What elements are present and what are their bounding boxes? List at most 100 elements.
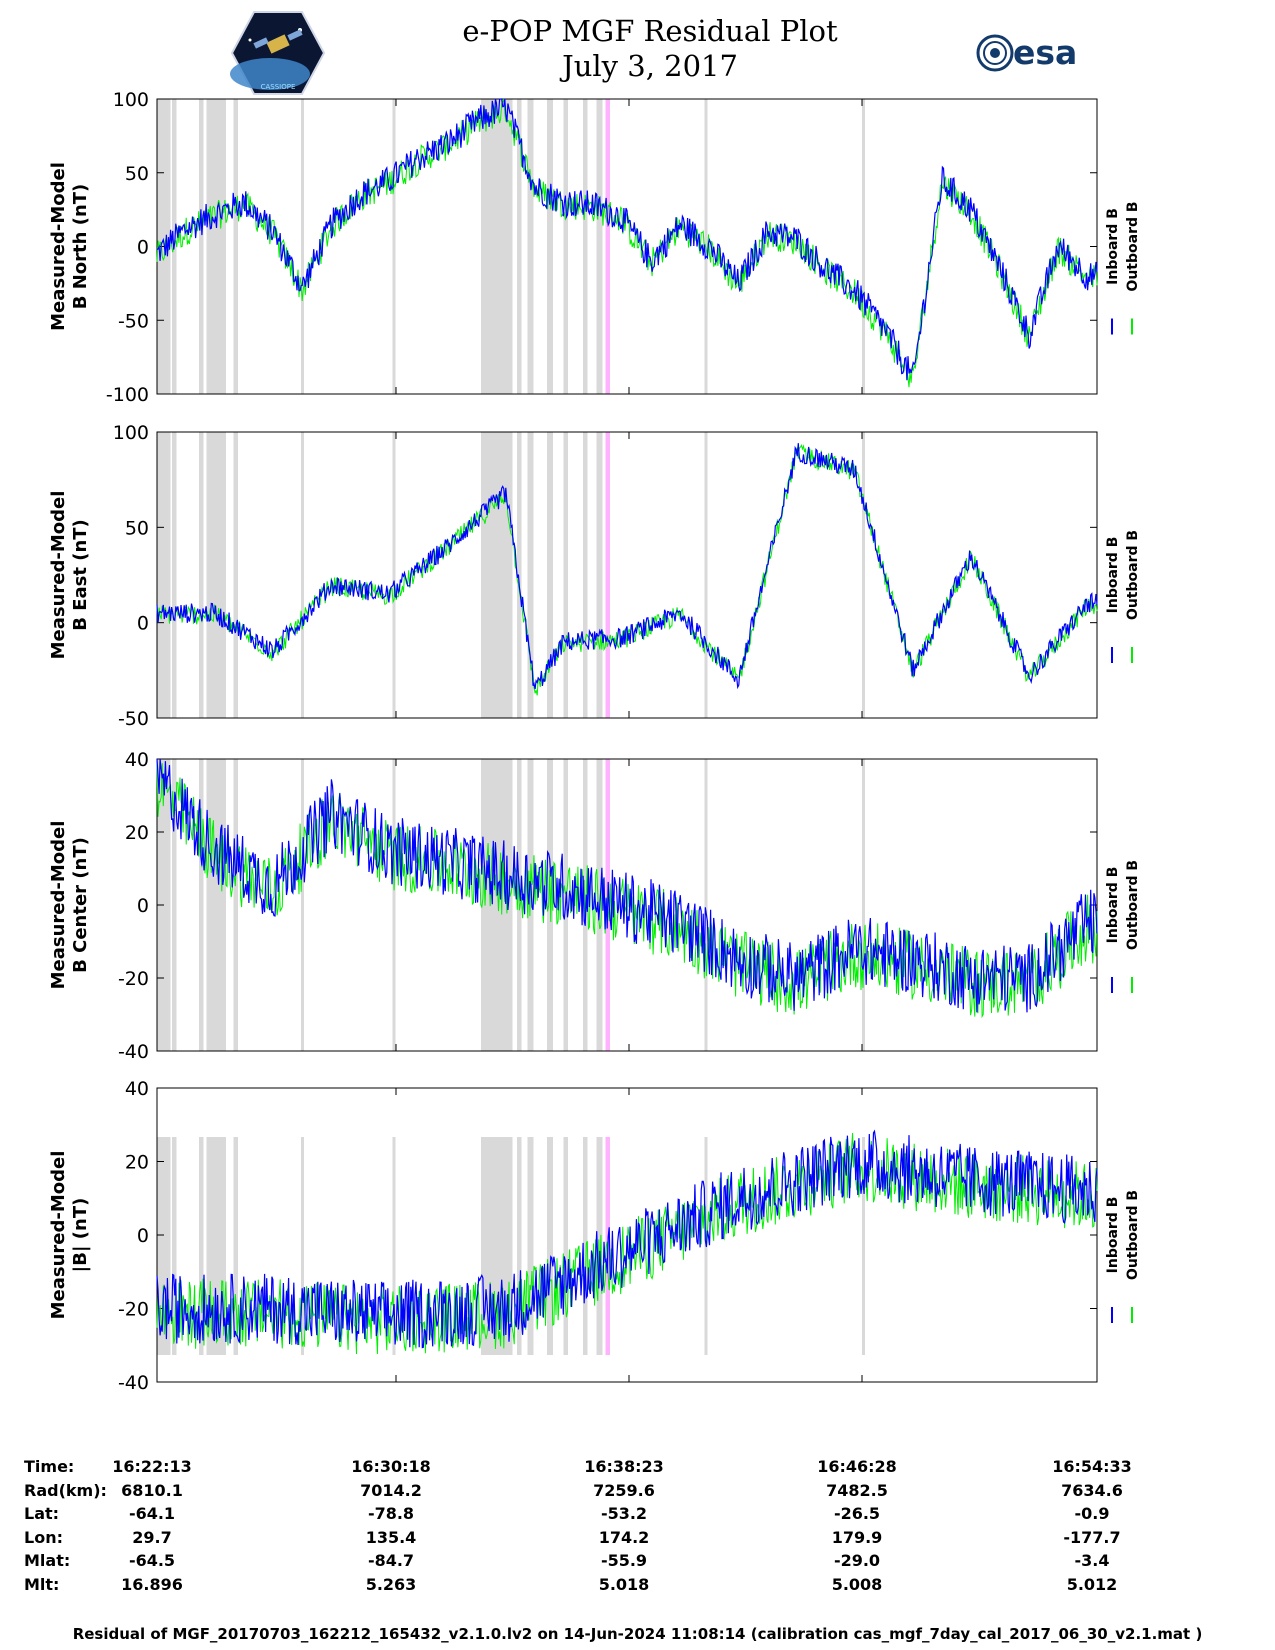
data-gap-band: [704, 432, 708, 718]
table-cell: -0.9: [1074, 1504, 1110, 1523]
y-axis-label-line-2: B North (nT): [70, 184, 91, 310]
legend-label: Outboard B: [1125, 530, 1141, 620]
y-tick-label: -20: [118, 968, 149, 990]
data-gap-band: [301, 99, 304, 394]
y-tick-label: -50: [118, 708, 149, 730]
y-tick-label: -20: [118, 1299, 149, 1321]
row-label: Time:: [24, 1457, 75, 1476]
data-gap-band: [862, 1137, 865, 1355]
y-axis-label-line-2: |B| (nT): [70, 1198, 91, 1273]
table-cell: -84.7: [367, 1551, 415, 1570]
y-tick-label: 100: [113, 89, 149, 111]
legend-entry: Inboard B: [1105, 1197, 1121, 1274]
y-tick-label: 40: [125, 749, 149, 771]
legend-entry: Inboard B: [1105, 208, 1121, 285]
y-tick-label: 100: [113, 422, 149, 444]
table-cell: 16:46:28: [817, 1457, 897, 1476]
table-cell: 16.896: [121, 1574, 183, 1594]
cassiope-logo: CASSIOPE: [230, 11, 326, 95]
y-tick-label: -50: [118, 310, 149, 332]
data-gap-band: [583, 1137, 588, 1355]
y-axis-label: Measured-Model B East (nT): [48, 491, 91, 660]
row-label: Mlt:: [24, 1574, 60, 1594]
cassiope-logo-text: CASSIOPE: [261, 83, 296, 91]
table-cell: -26.5: [833, 1504, 881, 1523]
y-tick-label: 20: [125, 822, 149, 844]
data-gap-band: [563, 99, 568, 394]
data-gap-band: [481, 99, 513, 394]
table-cell: 5.263: [365, 1574, 417, 1594]
data-gap-band: [517, 1137, 522, 1355]
legend-label: Outboard B: [1125, 201, 1141, 291]
data-gap-band: [392, 99, 396, 394]
series-line-inboard: [156, 1129, 1098, 1349]
table-cell: 5.018: [598, 1574, 650, 1594]
table-cell: -78.8: [367, 1504, 415, 1523]
table-cell: -29.0: [833, 1551, 881, 1570]
table-cell: -64.1: [128, 1504, 176, 1523]
data-gap-band: [596, 432, 603, 718]
data-gap-band: [199, 759, 204, 1051]
y-axis-label: Measured-Model |B| (nT): [48, 1151, 91, 1320]
legend-entry: Inboard B: [1105, 867, 1121, 944]
data-gap-band: [527, 1137, 534, 1355]
data-gap-band: [547, 1137, 553, 1355]
data-gap-band: [517, 432, 522, 718]
legend-entry: Outboard B: [1125, 860, 1141, 950]
marker-band: [605, 99, 610, 394]
data-gap-band: [704, 759, 708, 1051]
data-gap-band: [233, 99, 238, 394]
row-label: Lon:: [24, 1527, 63, 1547]
table-cell: 16:30:18: [351, 1457, 431, 1476]
y-axis-label-line-1: Measured-Model: [48, 1151, 69, 1320]
y-axis-label-line-2: B East (nT): [70, 519, 91, 631]
y-tick-label: 50: [125, 517, 149, 539]
data-gap-band: [862, 759, 865, 1051]
data-gap-band: [392, 1137, 396, 1355]
series-line-inboard: [156, 758, 1098, 1013]
y-tick-label: 0: [137, 613, 149, 635]
row-label: Rad(km):: [24, 1480, 107, 1500]
series-line-inboard: [156, 443, 1098, 690]
plot-title: e-POP MGF Residual Plot July 3, 2017: [400, 14, 900, 84]
data-gap-band: [517, 99, 522, 394]
y-tick-label: 0: [137, 237, 149, 259]
data-gap-band: [301, 432, 304, 718]
data-gap-band: [547, 432, 553, 718]
y-axis-label-line-1: Measured-Model: [48, 821, 69, 990]
data-gap-band: [157, 432, 171, 718]
y-tick-label: -100: [106, 384, 149, 406]
y-axis-label-line-1: Measured-Model: [48, 491, 69, 660]
legend-entry: Outboard B: [1125, 201, 1141, 291]
data-gap-band: [596, 1137, 603, 1355]
y-tick-label: 0: [137, 1225, 149, 1247]
legend-label: Inboard B: [1105, 867, 1121, 944]
data-gap-band: [596, 99, 603, 394]
table-cell: -3.4: [1074, 1551, 1110, 1570]
data-gap-band: [233, 432, 238, 718]
y-axis-label-line-2: B Center (nT): [70, 837, 91, 973]
y-axis-label: Measured-Model B North (nT): [48, 162, 91, 331]
data-gap-band: [172, 1137, 177, 1355]
legend-label: Inboard B: [1105, 1197, 1121, 1274]
title-line-1: e-POP MGF Residual Plot: [462, 14, 838, 48]
data-gap-band: [527, 99, 534, 394]
y-tick-label: 20: [125, 1152, 149, 1174]
y-tick-label: -40: [118, 1372, 149, 1394]
table-cell: 16:38:23: [584, 1457, 664, 1476]
table-cell: 7482.5: [826, 1480, 888, 1500]
data-gap-band: [563, 432, 568, 718]
marker-band: [605, 432, 610, 718]
legend-entry: Outboard B: [1125, 530, 1141, 620]
esa-logo: esa: [976, 33, 1077, 72]
series-line-outboard: [156, 98, 1098, 388]
table-cell: 7634.6: [1061, 1480, 1123, 1500]
data-gap-band: [206, 759, 226, 1051]
data-gap-band: [301, 759, 304, 1051]
data-gap-band: [392, 432, 396, 718]
table-cell: 5.008: [831, 1574, 883, 1594]
data-gap-band: [199, 1137, 204, 1355]
data-gap-band: [206, 99, 226, 394]
row-label: Lat:: [24, 1504, 60, 1523]
